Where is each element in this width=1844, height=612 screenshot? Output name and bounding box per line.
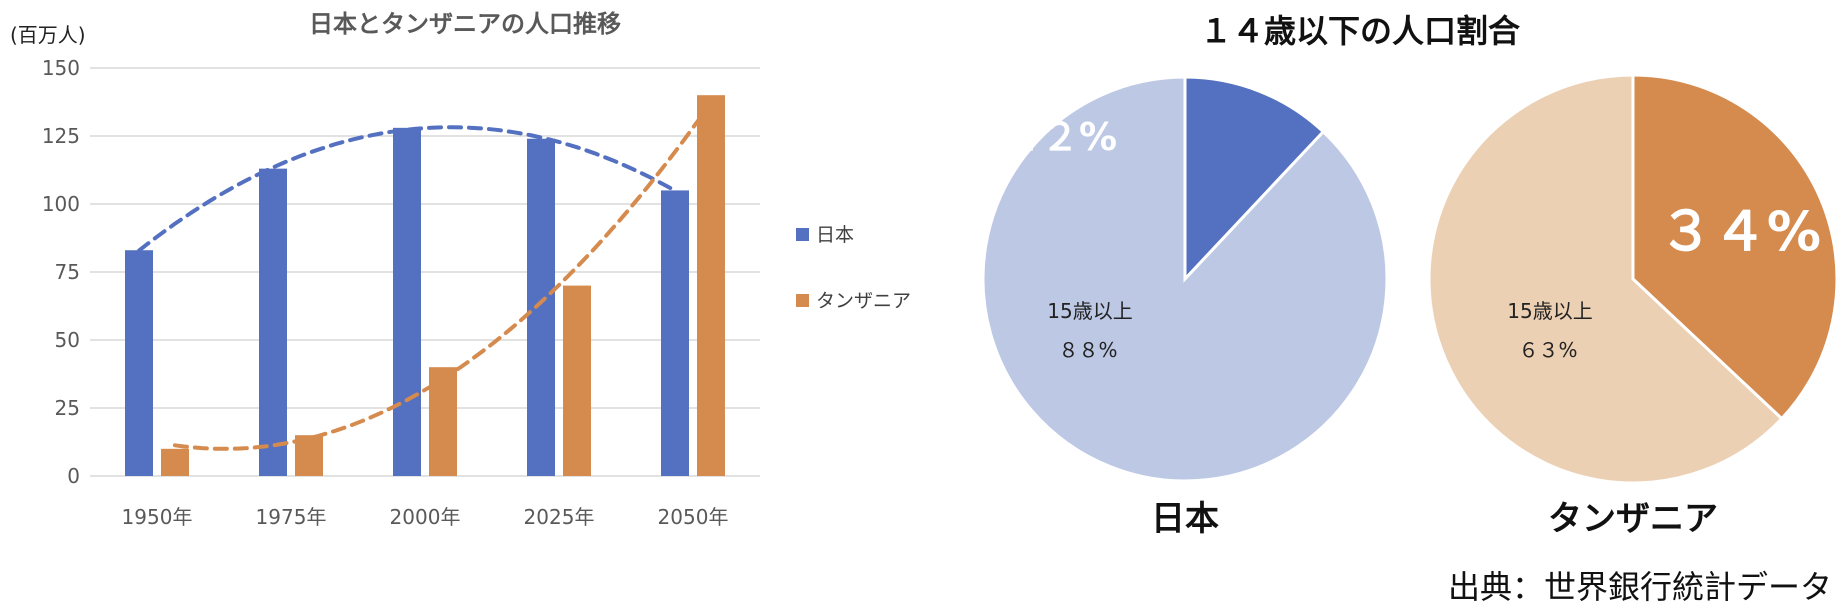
tanzania-over15-value: ６３% xyxy=(1518,338,1577,362)
pie-slice-tanzania-under15 xyxy=(1631,73,1839,421)
bar-tanzania xyxy=(161,448,189,476)
legend-swatch-tanzania xyxy=(796,294,809,307)
y-tick-label: 125 xyxy=(42,124,80,148)
pie-charts xyxy=(981,73,1839,485)
y-tick-label: 25 xyxy=(55,396,80,420)
pie-slice-japan-under15 xyxy=(1183,75,1326,283)
japan-pie-name: 日本 xyxy=(1151,499,1219,539)
japan-over15-label: 15歳以上 xyxy=(1047,299,1132,323)
y-axis-ticks: 0 25 50 75 100 125 150 xyxy=(42,56,80,488)
y-tick-label: 100 xyxy=(42,192,80,216)
bars xyxy=(125,95,725,476)
legend-swatch-japan xyxy=(796,228,809,241)
y-tick-label: 75 xyxy=(55,260,80,284)
y-tick-label: 150 xyxy=(42,56,80,80)
tanzania-over15-label: 15歳以上 xyxy=(1507,299,1592,323)
trendlines xyxy=(137,100,713,451)
bar-tanzania xyxy=(697,95,725,476)
bar-tanzania xyxy=(563,285,591,476)
trendline-japan xyxy=(137,125,677,253)
tanzania-under15-label: ３４% xyxy=(1659,200,1821,263)
bar-legend: 日本 タンザニア xyxy=(796,224,911,312)
x-tick-label: 2050年 xyxy=(658,505,729,529)
bar-japan xyxy=(125,250,153,476)
source-note: 出典：世界銀行統計データ xyxy=(1448,568,1832,606)
bar-japan xyxy=(661,190,689,476)
x-tick-label: 2000年 xyxy=(390,505,461,529)
pie-slice-tanzania-over15 xyxy=(1427,73,1784,485)
trendline-tanzania xyxy=(173,100,713,451)
bar-chart-title: 日本とタンザニアの人口推移 xyxy=(309,10,621,38)
bar-japan xyxy=(259,168,287,476)
gridlines xyxy=(90,67,760,477)
japan-under15-label: １２% xyxy=(1003,115,1117,159)
tanzania-pie-name: タンザニア xyxy=(1548,499,1718,539)
y-tick-label: 0 xyxy=(67,464,80,488)
pie-slice-japan-over15 xyxy=(981,75,1389,483)
y-tick-label: 50 xyxy=(55,328,80,352)
pie-section-title: １４歳以下の人口割合 xyxy=(1200,12,1520,50)
y-axis-unit-label: (百万人) xyxy=(10,23,86,47)
bar-japan xyxy=(527,138,555,476)
x-tick-label: 2025年 xyxy=(524,505,595,529)
x-tick-label: 1975年 xyxy=(256,505,327,529)
japan-over15-value: ８８% xyxy=(1058,338,1117,362)
bar-japan xyxy=(393,127,421,476)
x-axis-ticks: 1950年 1975年 2000年 2025年 2050年 xyxy=(122,505,729,529)
legend-label-tanzania: タンザニア xyxy=(816,290,911,312)
legend-label-japan: 日本 xyxy=(816,224,854,246)
x-tick-label: 1950年 xyxy=(122,505,193,529)
